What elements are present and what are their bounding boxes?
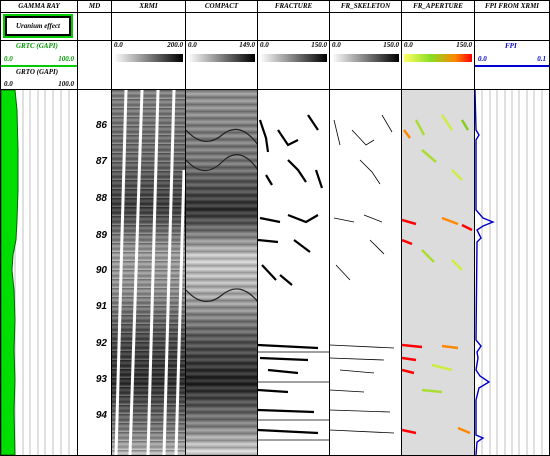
fpi-curve-label: FPI [505, 42, 517, 50]
grto-label: GRTO (GAPI) [16, 68, 59, 76]
fpi-title: FPI FROM XRMI [475, 1, 549, 13]
gamma-ray-title: GAMMA RAY [1, 1, 77, 13]
grto-min: 0.0 [4, 80, 13, 88]
depth-92: 92 [95, 338, 107, 349]
fr-aperture-image [402, 90, 474, 455]
grtc-min: 0.0 [4, 55, 13, 63]
fr-skeleton-track[interactable]: FR_SKELETON 0.0 150.0 [330, 1, 402, 455]
fracture-colorbar [260, 54, 327, 62]
uranium-effect-box: Uranium effect [1, 12, 77, 41]
grtc-max: 100.0 [58, 55, 74, 63]
gamma-ray-track[interactable]: GAMMA RAY Uranium effect GRTC (GAPI) 0.0… [1, 1, 78, 455]
gamma-ray-curve-area [1, 90, 77, 455]
fr-skeleton-colorbar [332, 54, 399, 62]
depth-87: 87 [95, 156, 107, 167]
fpi-track[interactable]: FPI FROM XRMI FPI 0.0 0.1 [475, 1, 549, 455]
md-track[interactable]: MD 86 87 88 89 90 91 92 93 94 [78, 1, 112, 455]
fpi-curve [475, 90, 543, 455]
fr-aperture-colorbar [404, 54, 472, 62]
depth-94: 94 [95, 410, 107, 421]
compact-title: COMPACT [186, 1, 257, 13]
fr-skeleton-image [330, 90, 401, 455]
grtc-label: GRTC (GAPI) [16, 42, 58, 50]
gamma-ray-curve [1, 90, 70, 455]
xrmi-track[interactable]: XRMI 0.0 200.0 [112, 1, 186, 455]
fracture-title: FRACTURE [258, 1, 329, 13]
fr-skeleton-traces [330, 114, 395, 434]
xrmi-pad-gaps [114, 90, 185, 455]
depth-91: 91 [95, 301, 107, 312]
depth-88: 88 [95, 193, 107, 204]
grto-max: 100.0 [58, 80, 74, 88]
fpi-min: 0.0 [478, 55, 487, 63]
compact-scale: 0.0 149.0 [186, 40, 257, 62]
compact-track[interactable]: COMPACT 0.0 149.0 [186, 1, 258, 455]
depth-89: 89 [95, 230, 107, 241]
depth-86: 86 [95, 120, 107, 131]
fr-aperture-title: FR_APERTURE [402, 1, 474, 13]
xrmi-colorbar [114, 54, 183, 62]
fpi-max: 0.1 [537, 55, 546, 63]
md-title: MD [78, 1, 111, 13]
xrmi-image [112, 90, 185, 455]
compact-sinusoids [186, 128, 257, 302]
fr-skeleton-scale: 0.0 150.0 [330, 40, 401, 62]
fracture-scale: 0.0 150.0 [258, 40, 329, 62]
depth-93: 93 [95, 374, 107, 385]
md-depth-scale: 86 87 88 89 90 91 92 93 94 [78, 90, 111, 455]
fracture-traces [258, 114, 329, 441]
fpi-curve-area [475, 90, 549, 455]
depth-90: 90 [95, 265, 107, 276]
compact-colorbar [188, 54, 255, 62]
xrmi-scale: 0.0 200.0 [112, 40, 185, 62]
fr-skeleton-title: FR_SKELETON [330, 1, 401, 13]
uranium-effect-label: Uranium effect [5, 16, 71, 36]
fracture-track[interactable]: FRACTURE 0.0 150.0 [258, 1, 330, 455]
xrmi-title: XRMI [112, 1, 185, 13]
fr-aperture-scale: 0.0 150.0 [402, 40, 474, 62]
compact-image [186, 90, 257, 455]
fr-aperture-track[interactable]: FR_APERTURE 0.0 150.0 [402, 1, 475, 455]
fracture-image [258, 90, 329, 455]
fr-aperture-traces [402, 114, 473, 435]
